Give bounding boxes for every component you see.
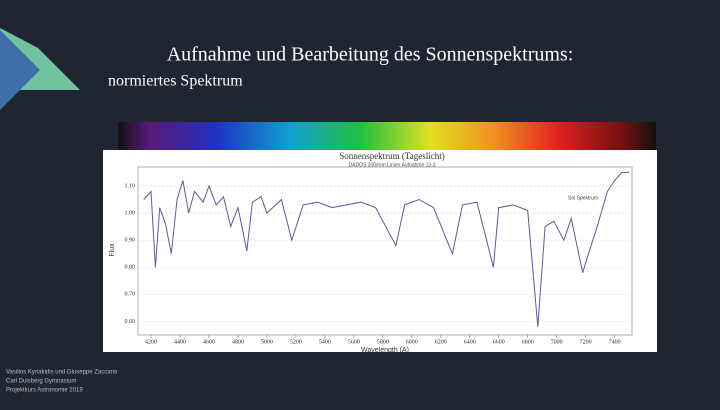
y-tick-label: 0.80 bbox=[125, 265, 136, 271]
x-tick-label: 5400 bbox=[319, 339, 331, 345]
slide-title: Aufnahme und Bearbeitung des Sonnenspekt… bbox=[167, 44, 574, 66]
x-axis-label: Wavelength (A) bbox=[361, 347, 409, 354]
x-tick-label: 7400 bbox=[609, 339, 621, 345]
x-tick-label: 5200 bbox=[290, 339, 302, 345]
x-tick-label: 5600 bbox=[348, 339, 360, 345]
x-tick-label: 4600 bbox=[203, 339, 215, 345]
y-tick-label: 1.00 bbox=[125, 210, 136, 216]
decoration bbox=[0, 30, 40, 110]
x-tick-label: 6200 bbox=[435, 339, 447, 345]
y-axis-label: Flux bbox=[109, 243, 116, 257]
x-tick-label: 6600 bbox=[493, 339, 505, 345]
footer-line: Vasilios Kyriakidis und Giuseppe Zaccari… bbox=[6, 370, 118, 376]
y-tick-label: 0.90 bbox=[125, 238, 136, 244]
footer-line: Carl Duisberg Gymnasium bbox=[6, 379, 76, 385]
footer-line: Projektkurs Astronomie 2019 bbox=[6, 388, 83, 394]
x-tick-label: 7200 bbox=[580, 339, 592, 345]
x-tick-label: 4200 bbox=[145, 339, 157, 345]
plot-frame bbox=[137, 166, 633, 336]
spectrum-strip bbox=[118, 122, 656, 150]
chart-title: Sonnenspektrum (Tageslicht) bbox=[339, 151, 445, 161]
x-tick-label: 6800 bbox=[522, 339, 534, 345]
chart-subtitle: DADOS 300/mm Linien Aufnahme 13.3 bbox=[349, 162, 436, 168]
y-tick-label: 0.70 bbox=[125, 292, 136, 298]
x-tick-label: 7000 bbox=[551, 339, 563, 345]
x-tick-label: 5800 bbox=[377, 339, 389, 345]
chart-background bbox=[103, 150, 657, 352]
annotation: Sol Spektrum bbox=[568, 195, 598, 201]
x-tick-label: 5000 bbox=[261, 339, 273, 345]
x-tick-label: 4400 bbox=[174, 339, 186, 345]
x-tick-label: 6400 bbox=[464, 339, 476, 345]
spectrum-line bbox=[143, 171, 630, 327]
y-tick-label: 0.60 bbox=[125, 319, 136, 325]
y-tick-label: 1.10 bbox=[125, 183, 136, 189]
slide-subtitle: normiertes Spektrum bbox=[108, 73, 243, 90]
x-tick-label: 4800 bbox=[232, 339, 244, 345]
x-tick-label: 6000 bbox=[406, 339, 418, 345]
